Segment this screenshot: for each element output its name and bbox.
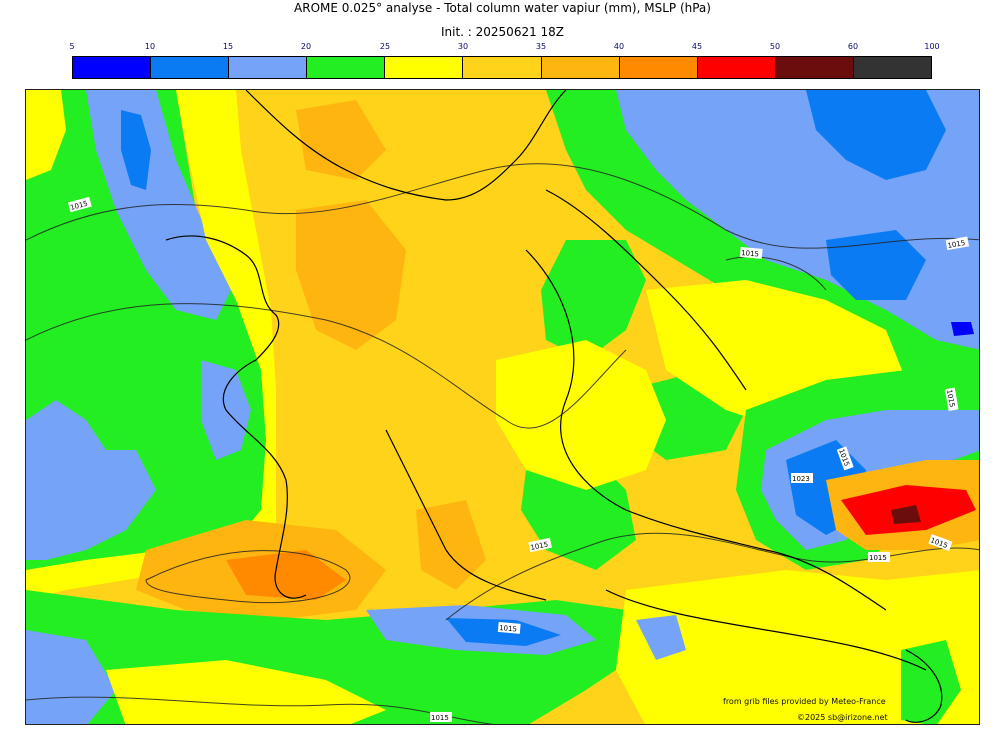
legend-swatch [853,57,932,78]
isobar-label: 1015 [944,387,959,412]
ocean-blue-west-2 [121,110,151,190]
spain-yellow [106,660,386,724]
sw-orange-dark [226,550,346,600]
data-source-credit: from grib files provided by Meteo-France [723,697,886,706]
legend-tick: 60 [847,42,859,51]
central-green-1 [541,240,646,360]
legend-swatch [697,57,776,78]
legend-swatch [385,57,464,78]
legend-ticks: 5 10 15 20 25 30 35 40 45 50 60 100 [69,42,939,54]
isobar-label-text: 1015 [431,714,449,722]
isobar-label: 1015 [739,246,763,259]
isobar-label: 1015 [497,621,521,634]
interior-orange-1 [296,200,406,350]
legend-swatch [151,57,230,78]
coastal-yellow [26,90,276,600]
med-lightblue [636,615,686,660]
legend-tick: 20 [300,42,312,51]
weather-map: 1015 1015 1015 1015 1015 1015 1015 1015 … [25,89,980,725]
sw-blue [26,630,116,724]
copyright-credit: ©2025 sb@irizone.net [797,713,888,722]
isobar-label: 1023 [791,473,813,483]
isobar-label-text: 1015 [530,540,549,552]
coastlines [165,90,943,723]
legend-swatch [775,57,854,78]
legend-tick: 5 [69,42,75,51]
ne-blue [806,90,946,180]
interior-orange-2 [296,100,386,180]
color-legend [72,56,932,79]
isobars [26,163,979,724]
map-canvas: 1015 1015 1015 1015 1015 1015 1015 1015 … [26,90,979,724]
isobar-label-text: 1015 [947,239,966,250]
legend-tick: 10 [144,42,156,51]
legend-tick: 45 [691,42,703,51]
isobar-label-text: 1023 [792,475,810,483]
legend-tick: 25 [379,42,391,51]
med-yellow [616,570,979,724]
isobar-label-text: 1015 [499,624,517,634]
isobar-label-text: 1015 [945,389,956,408]
legend-tick: 35 [535,42,547,51]
legend-swatch [619,57,698,78]
isobar-label-text: 1015 [869,554,887,562]
legend-tick: 100 [924,42,940,51]
legend-swatch [73,57,152,78]
legend-swatch [307,57,386,78]
ocean-blue-west-3 [26,400,156,560]
corsica-green [901,640,961,724]
isobar-label: 1015 [945,236,970,251]
legend-swatch [541,57,620,78]
legend-swatch [229,57,308,78]
northwest-yellow [26,90,66,180]
legend-tick: 15 [222,42,234,51]
legend-tick: 40 [613,42,625,51]
isobar-label: 1015 [868,552,890,562]
isobar-label: 1015 [430,712,452,722]
legend-tick: 30 [457,42,469,51]
central-yellow [496,340,666,490]
south-orange [416,500,486,590]
legend-tick: 50 [769,42,781,51]
isobar-label-text: 1015 [741,249,759,259]
chart-title: AROME 0.025° analyse - Total column wate… [294,1,711,15]
legend-swatch [463,57,542,78]
se-darkred [891,505,921,524]
ne-blue-2 [826,230,926,300]
isobar-label: 1015 [528,537,552,553]
init-time: Init. : 20250621 18Z [440,25,565,39]
ne-blue-dot [951,322,974,336]
